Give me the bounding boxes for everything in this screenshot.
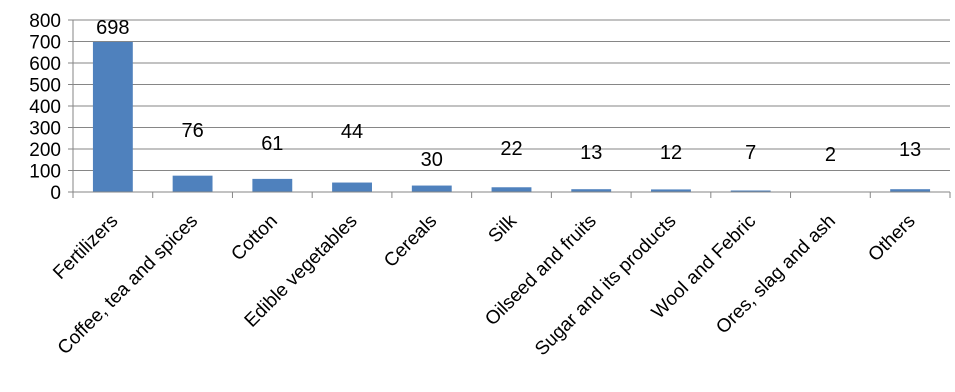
bar bbox=[172, 175, 213, 192]
bar bbox=[92, 41, 133, 193]
x-category-label: Others bbox=[864, 211, 919, 266]
data-label: 30 bbox=[421, 149, 443, 171]
bar bbox=[571, 189, 612, 192]
x-category-label: Fertilizers bbox=[49, 211, 122, 284]
data-label: 13 bbox=[580, 142, 602, 164]
y-tick-label: 400 bbox=[29, 97, 61, 118]
y-tick-label: 800 bbox=[29, 11, 61, 32]
x-category-label: Coffee, tea and spices bbox=[54, 211, 202, 359]
axes bbox=[68, 19, 951, 198]
gridlines bbox=[73, 19, 950, 171]
x-category-label: Silk bbox=[485, 210, 522, 247]
bar bbox=[491, 187, 532, 192]
bars bbox=[92, 41, 931, 193]
data-label: 2 bbox=[825, 144, 836, 166]
bar bbox=[730, 190, 771, 192]
data-label: 698 bbox=[96, 17, 129, 39]
y-tick-label: 100 bbox=[29, 162, 61, 183]
data-label: 61 bbox=[261, 133, 283, 155]
y-tick-label: 600 bbox=[29, 54, 61, 75]
data-label: 44 bbox=[341, 121, 363, 143]
bar bbox=[890, 189, 931, 192]
bar bbox=[411, 185, 452, 192]
y-tick-label: 200 bbox=[29, 140, 61, 161]
data-label: 22 bbox=[500, 138, 522, 160]
x-category-label: Sugar and its products bbox=[531, 211, 680, 360]
x-category-label: Cotton bbox=[227, 211, 281, 265]
data-label: 13 bbox=[899, 139, 921, 161]
y-tick-label: 700 bbox=[29, 33, 61, 54]
data-label: 12 bbox=[660, 142, 682, 164]
y-tick-label: 500 bbox=[29, 76, 61, 97]
data-label: 76 bbox=[181, 120, 203, 142]
y-tick-label: 0 bbox=[50, 183, 61, 204]
y-tick-label: 300 bbox=[29, 119, 61, 140]
data-label: 7 bbox=[745, 142, 756, 164]
bar bbox=[252, 178, 293, 192]
bar bbox=[651, 189, 691, 192]
x-category-label: Cereals bbox=[380, 211, 441, 272]
bar bbox=[332, 182, 372, 192]
